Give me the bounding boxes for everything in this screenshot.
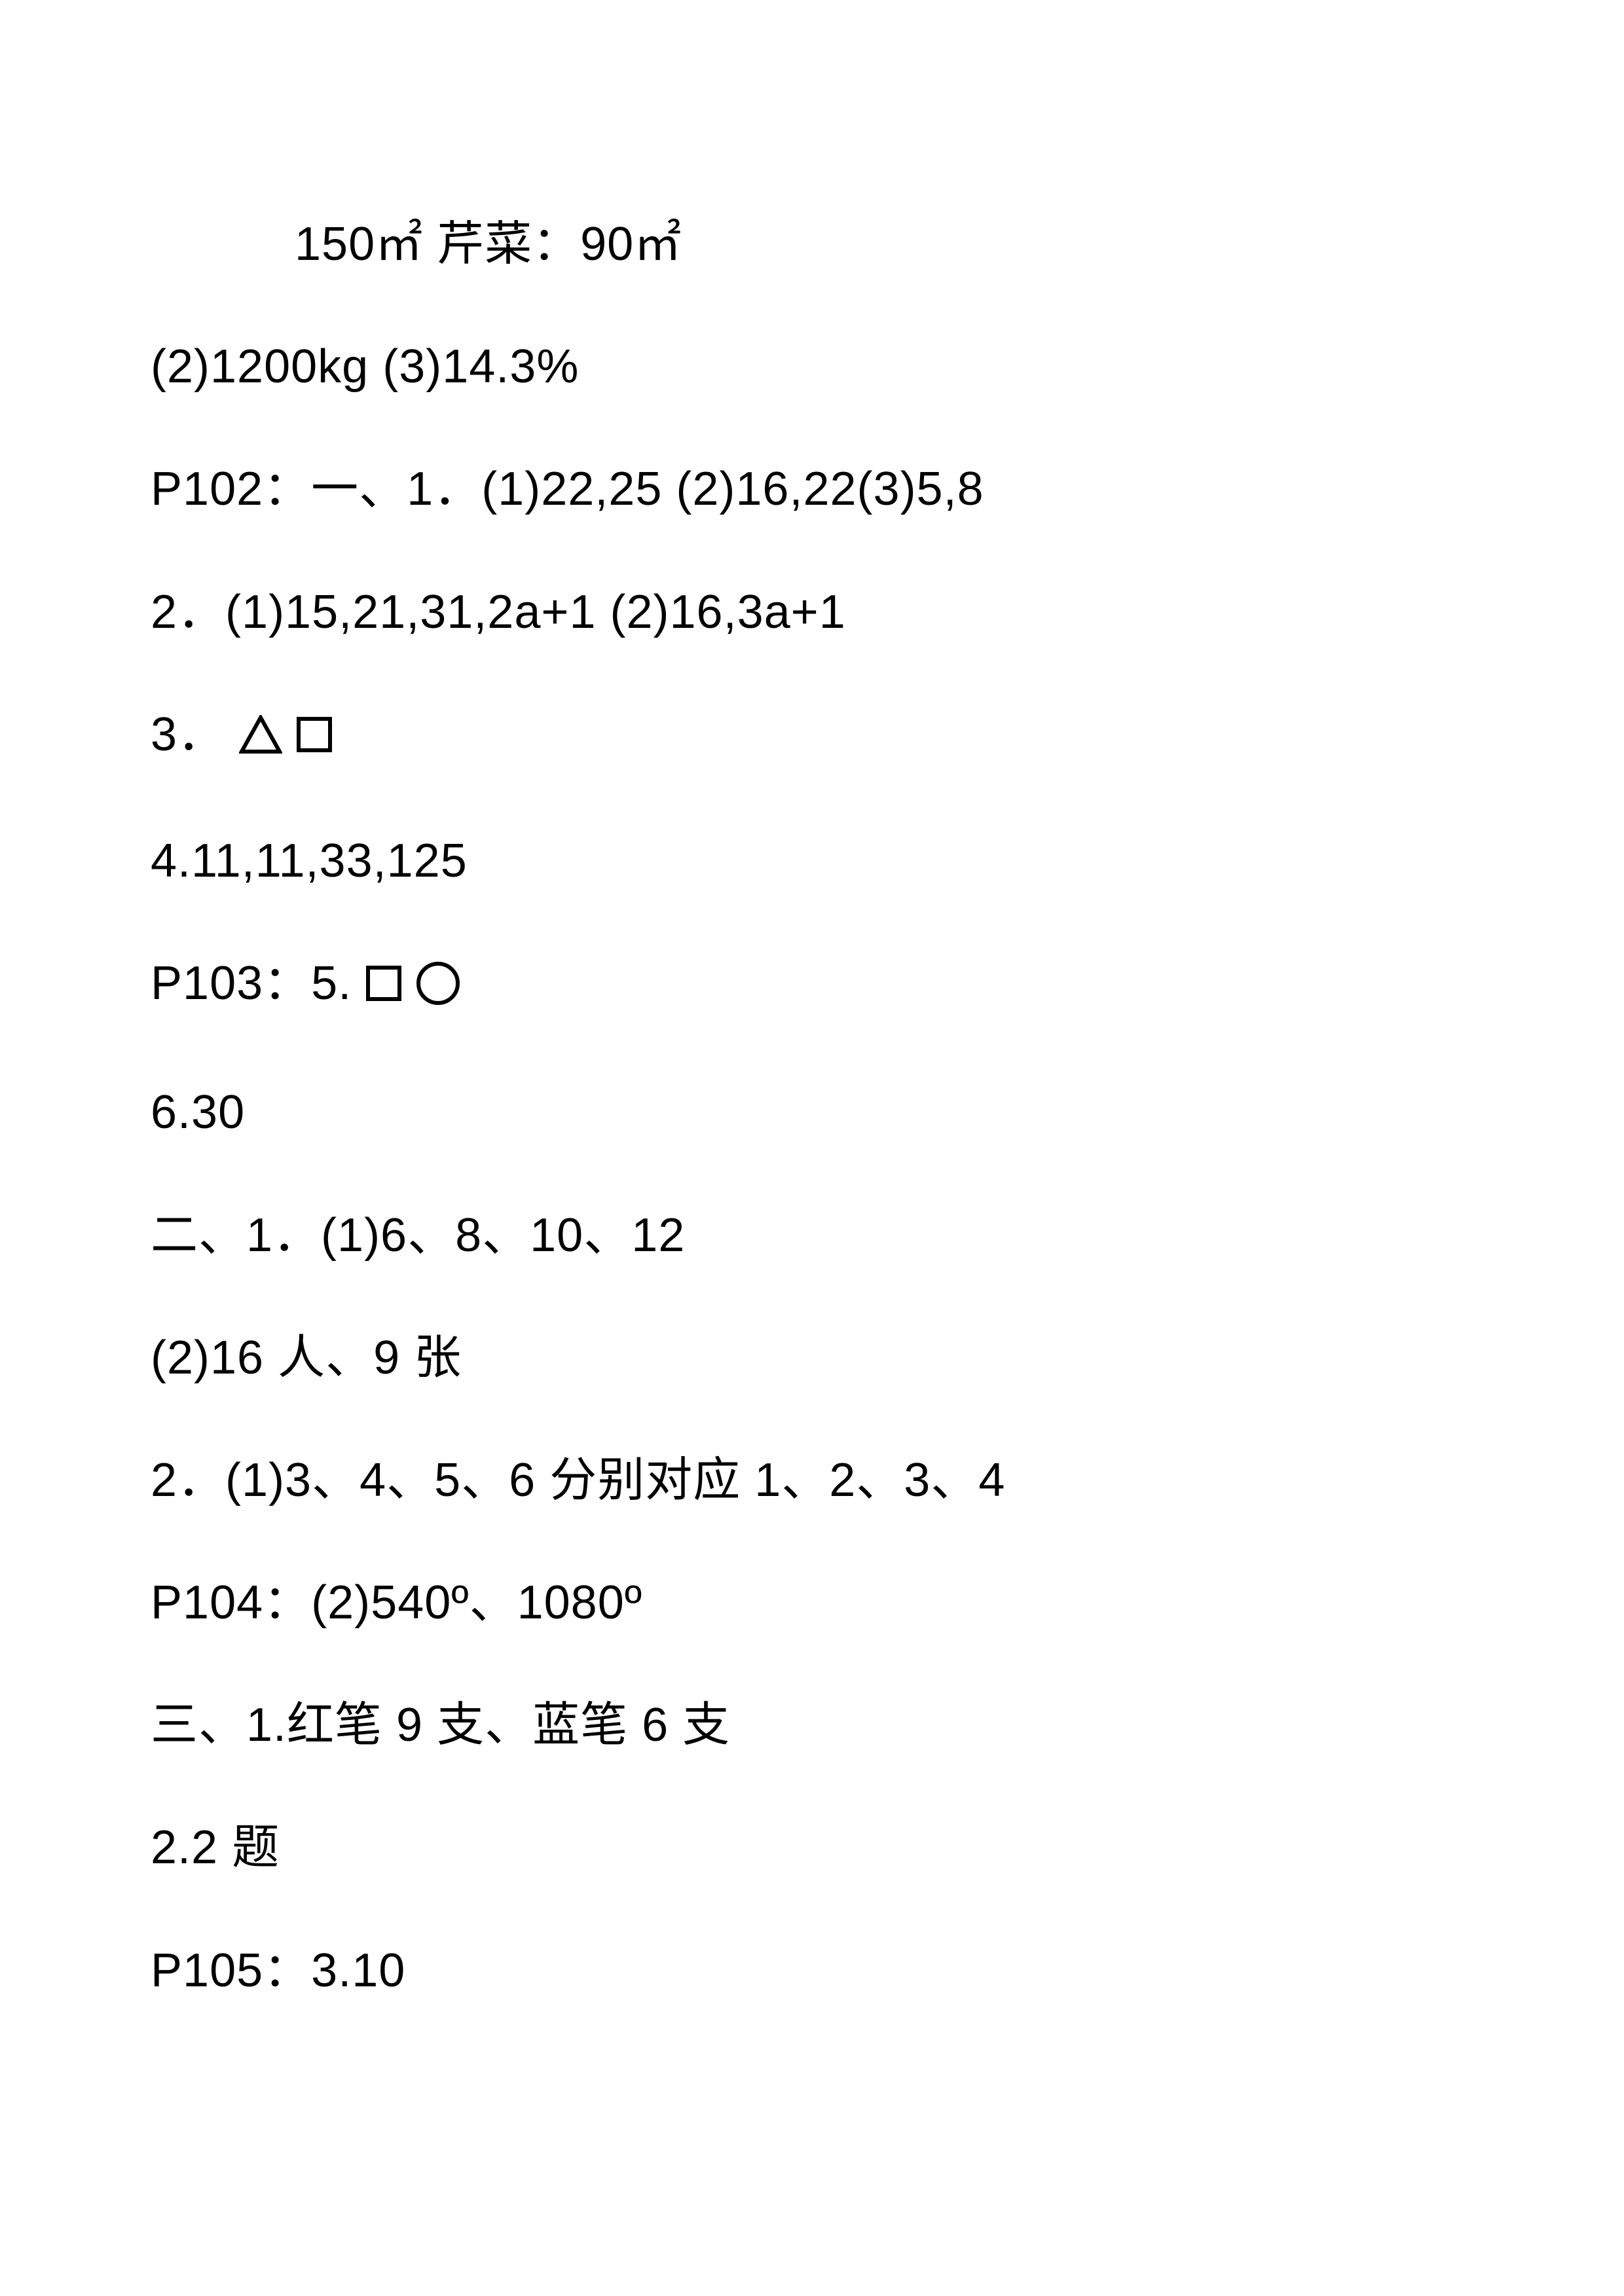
text-line-9: 二、1．(1)6、8、10、12 (151, 1209, 685, 1262)
square-icon (296, 676, 333, 799)
answer-line-9: 二、1．(1)6、8、10、12 (151, 1175, 1473, 1297)
text-line-5-prefix: 3． (151, 708, 239, 761)
answer-line-5: 3． (151, 674, 1473, 800)
answer-line-12: P104：(2)540º、1080º (151, 1542, 1473, 1664)
answer-line-10: (2)16 人、9 张 (151, 1297, 1473, 1419)
text-line-4: 2．(1)15,21,31,2a+1 (2)16,3a+1 (151, 586, 846, 638)
text-line-14: 2.2 题 (151, 1821, 280, 1874)
text-line-3: P102：一、1．(1)22,25 (2)16,22(3)5,8 (151, 463, 984, 515)
answer-line-3: P102：一、1．(1)22,25 (2)16,22(3)5,8 (151, 428, 1473, 551)
text-line-7-prefix: P103：5. (151, 957, 365, 1010)
answer-line-7: P103：5. (151, 922, 1473, 1051)
text-line-12: P104：(2)540º、1080º (151, 1576, 642, 1629)
text-line-11: 2．(1)3、4、5、6 分别对应 1、2、3、4 (151, 1454, 1005, 1506)
text-line-10: (2)16 人、9 张 (151, 1332, 462, 1384)
square-icon-2 (365, 925, 402, 1048)
answer-line-4: 2．(1)15,21,31,2a+1 (2)16,3a+1 (151, 551, 1473, 674)
answer-line-15: P105：3.10 (151, 1910, 1473, 2032)
answer-line-13: 三、1.红笔 9 支、蓝笔 6 支 (151, 1664, 1473, 1787)
text-line-2: (2)1200kg (3)14.3% (151, 340, 579, 393)
answer-line-6: 4.11,11,33,125 (151, 800, 1473, 922)
text-line-6: 4.11,11,33,125 (151, 835, 468, 887)
answer-line-11: 2．(1)3、4、5、6 分别对应 1、2、3、4 (151, 1419, 1473, 1542)
answer-line-14: 2.2 题 (151, 1787, 1473, 1909)
answer-line-8: 6.30 (151, 1051, 1473, 1174)
text-line-8: 6.30 (151, 1086, 245, 1139)
circle-icon (416, 929, 460, 1051)
triangle-icon (239, 678, 282, 800)
text-line-13: 三、1.红笔 9 支、蓝笔 6 支 (151, 1699, 730, 1751)
text-line-15: P105：3.10 (151, 1944, 405, 1997)
answer-line-1: 150㎡ 芹菜：90㎡ (151, 183, 1473, 306)
text-line-1: 150㎡ 芹菜：90㎡ (295, 218, 682, 270)
answer-line-2: (2)1200kg (3)14.3% (151, 306, 1473, 428)
